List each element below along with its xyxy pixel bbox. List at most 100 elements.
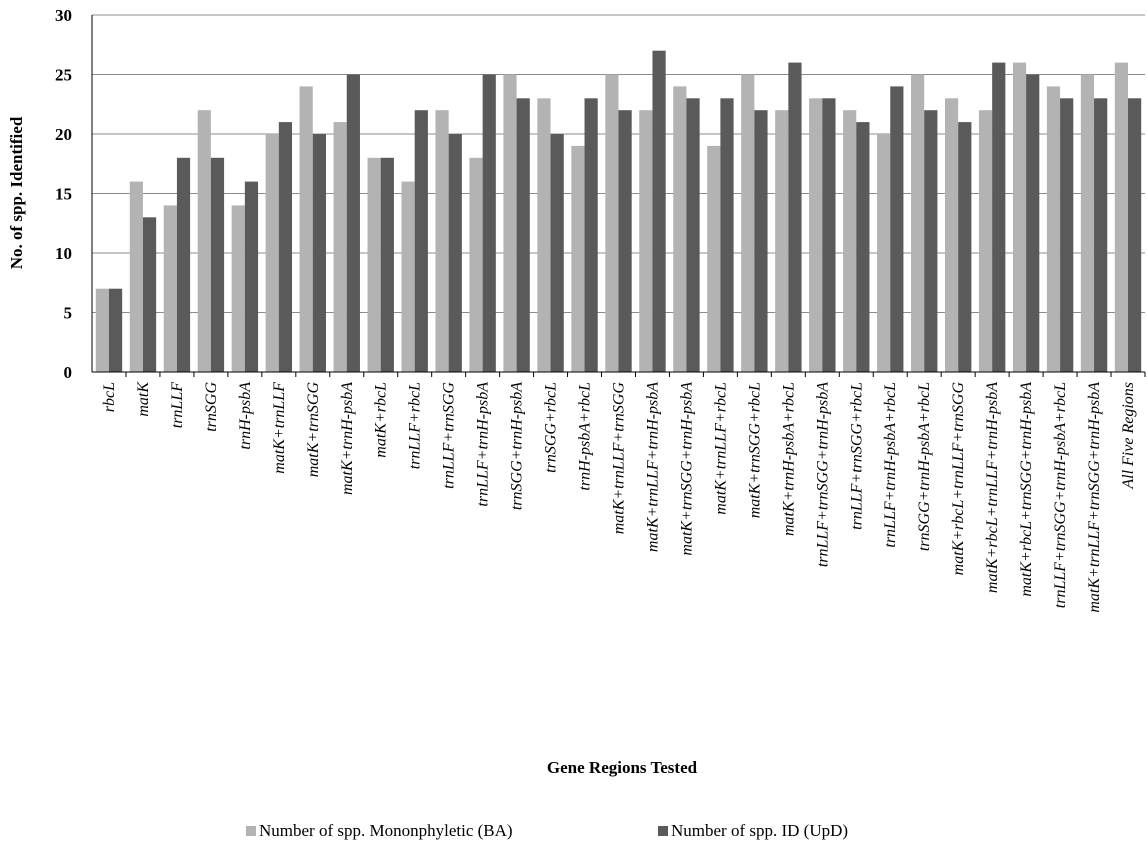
bar-monophyletic-ba — [367, 157, 381, 372]
bar-id-upd — [652, 50, 666, 372]
bar-id-upd — [754, 110, 768, 372]
x-category-label: matK+trnLLF+trnH-psbA — [644, 382, 661, 552]
bar-id-upd — [210, 157, 225, 372]
bar-monophyletic-ba — [877, 134, 891, 372]
x-category-label: matK+trnH-psbA+rbcL — [780, 382, 797, 536]
bar-id-upd — [686, 98, 700, 373]
bar-id-upd — [856, 122, 870, 372]
x-category-label: trnLLF+trnH-psbA+rbcL — [882, 382, 899, 548]
x-category-label: matK+trnH-psbA — [339, 382, 356, 495]
x-category-label: trnLLF+trnSGG+rbcL — [848, 382, 865, 530]
x-category-label: matK — [135, 381, 152, 417]
bar-monophyletic-ba — [401, 181, 415, 372]
x-category-label: matK+rbcL — [373, 382, 390, 458]
bar-monophyletic-ba — [333, 122, 347, 372]
x-category-label: trnLLF+trnSGG — [441, 382, 458, 489]
x-category-label: matK+trnLLF — [271, 382, 288, 474]
legend-label-ba: Number of spp. Mononphyletic (BA) — [259, 821, 513, 840]
bar-id-upd — [1026, 74, 1040, 372]
x-category-label: trnLLF — [169, 382, 186, 428]
bar-monophyletic-ba — [775, 110, 789, 372]
bar-monophyletic-ba — [673, 86, 687, 373]
y-tick-label: 30 — [55, 6, 72, 25]
bar-id-upd — [720, 98, 734, 373]
bar-monophyletic-ba — [1012, 62, 1027, 372]
x-category-label: trnSGG — [203, 382, 220, 432]
y-axis-title: No. of spp. Identified — [7, 116, 26, 269]
bar-id-upd — [890, 86, 904, 373]
bar-monophyletic-ba — [707, 145, 721, 372]
bar-id-upd — [1060, 98, 1074, 373]
x-category-label: trnH-psbA — [237, 382, 254, 450]
x-axis-category-labels: rbcL matK trnLLF trnSGG trnH-psbA matK+trnLLF… — [101, 381, 1137, 613]
bar-monophyletic-ba — [944, 98, 959, 373]
x-category-label: matK+rbcL+trnLLF+trnSGG — [950, 382, 967, 576]
bar-id-upd — [380, 157, 394, 372]
y-axis-ticks: 0 5 10 15 20 25 30 — [55, 6, 72, 382]
bar-id-upd — [142, 217, 157, 372]
x-category-label: matK+trnLLF+trnSGG — [611, 382, 628, 535]
bar-id-upd — [448, 134, 462, 372]
bar-id-upd — [414, 110, 428, 372]
x-category-label: All Five Regions — [1120, 382, 1137, 490]
bar-monophyletic-ba — [503, 74, 517, 372]
bar-monophyletic-ba — [1114, 62, 1129, 372]
bar-id-upd — [312, 134, 326, 372]
bar-id-upd — [618, 110, 632, 372]
bar-monophyletic-ba — [978, 110, 993, 372]
bar-monophyletic-ba — [265, 134, 279, 372]
x-category-label: matK+trnLLF+rbcL — [712, 382, 729, 515]
x-category-label: trnLLF+trnH-psbA — [475, 382, 492, 507]
bar-monophyletic-ba — [537, 98, 551, 373]
bar-id-upd — [788, 62, 802, 372]
bar-monophyletic-ba — [605, 74, 619, 372]
x-category-label: trnSGG+rbcL — [543, 382, 560, 473]
bar-monophyletic-ba — [129, 181, 143, 372]
bar-id-upd — [958, 122, 972, 372]
bar-id-upd — [924, 110, 938, 372]
bar-monophyletic-ba — [163, 205, 177, 372]
bar-monophyletic-ba — [741, 74, 755, 372]
bar-monophyletic-ba — [911, 74, 925, 372]
bar-id-upd — [822, 98, 836, 373]
x-category-label: trnSGG+trnH-psbA+rbcL — [916, 382, 933, 551]
legend-swatch-ba — [246, 826, 256, 836]
bar-id-upd — [244, 181, 259, 372]
bar-id-upd — [108, 288, 123, 372]
bar-monophyletic-ba — [299, 86, 313, 373]
bar-monophyletic-ba — [571, 145, 585, 372]
x-category-label: matK+trnLLF+trnSGG+trnH-psbA — [1086, 382, 1103, 613]
x-category-label: trnSGG+trnH-psbA — [509, 382, 526, 510]
bar-id-upd — [584, 98, 598, 373]
bar-monophyletic-ba — [1080, 74, 1095, 372]
bar-id-upd — [278, 122, 293, 372]
bar-id-upd — [992, 62, 1006, 372]
bar-monophyletic-ba — [1046, 86, 1061, 373]
bar-id-upd — [346, 74, 360, 372]
y-tick-label: 15 — [55, 185, 72, 204]
x-category-label: matK+trnSGG+rbcL — [746, 382, 763, 518]
y-tick-label: 20 — [55, 125, 72, 144]
y-tick-label: 5 — [64, 304, 73, 323]
y-tick-label: 25 — [55, 66, 72, 85]
x-category-label: rbcL — [101, 382, 118, 412]
bar-monophyletic-ba — [95, 288, 109, 372]
bars — [95, 50, 1146, 377]
bar-monophyletic-ba — [809, 98, 823, 373]
x-category-label: matK+rbcL+trnLLF+trnH-psbA — [984, 382, 1001, 593]
bar-monophyletic-ba — [639, 110, 653, 372]
y-tick-label: 10 — [55, 244, 72, 263]
bar-id-upd — [550, 134, 564, 372]
legend-label-upd: Number of spp. ID (UpD) — [671, 821, 848, 840]
bar-id-upd — [176, 157, 191, 372]
legend: Number of spp. Mononphyletic (BA) Number… — [246, 821, 848, 840]
x-category-label: trnLLF+rbcL — [407, 382, 424, 469]
x-category-label: trnLLF+trnSGG+trnH-psbA+rbcL — [1052, 382, 1069, 608]
x-category-label: trnH-psbA+rbcL — [577, 382, 594, 491]
bar-monophyletic-ba — [469, 157, 483, 372]
bar-monophyletic-ba — [435, 110, 449, 372]
y-tick-label: 0 — [64, 363, 73, 382]
x-category-label: matK+trnSGG+trnH-psbA — [678, 382, 695, 556]
legend-swatch-upd — [658, 826, 668, 836]
